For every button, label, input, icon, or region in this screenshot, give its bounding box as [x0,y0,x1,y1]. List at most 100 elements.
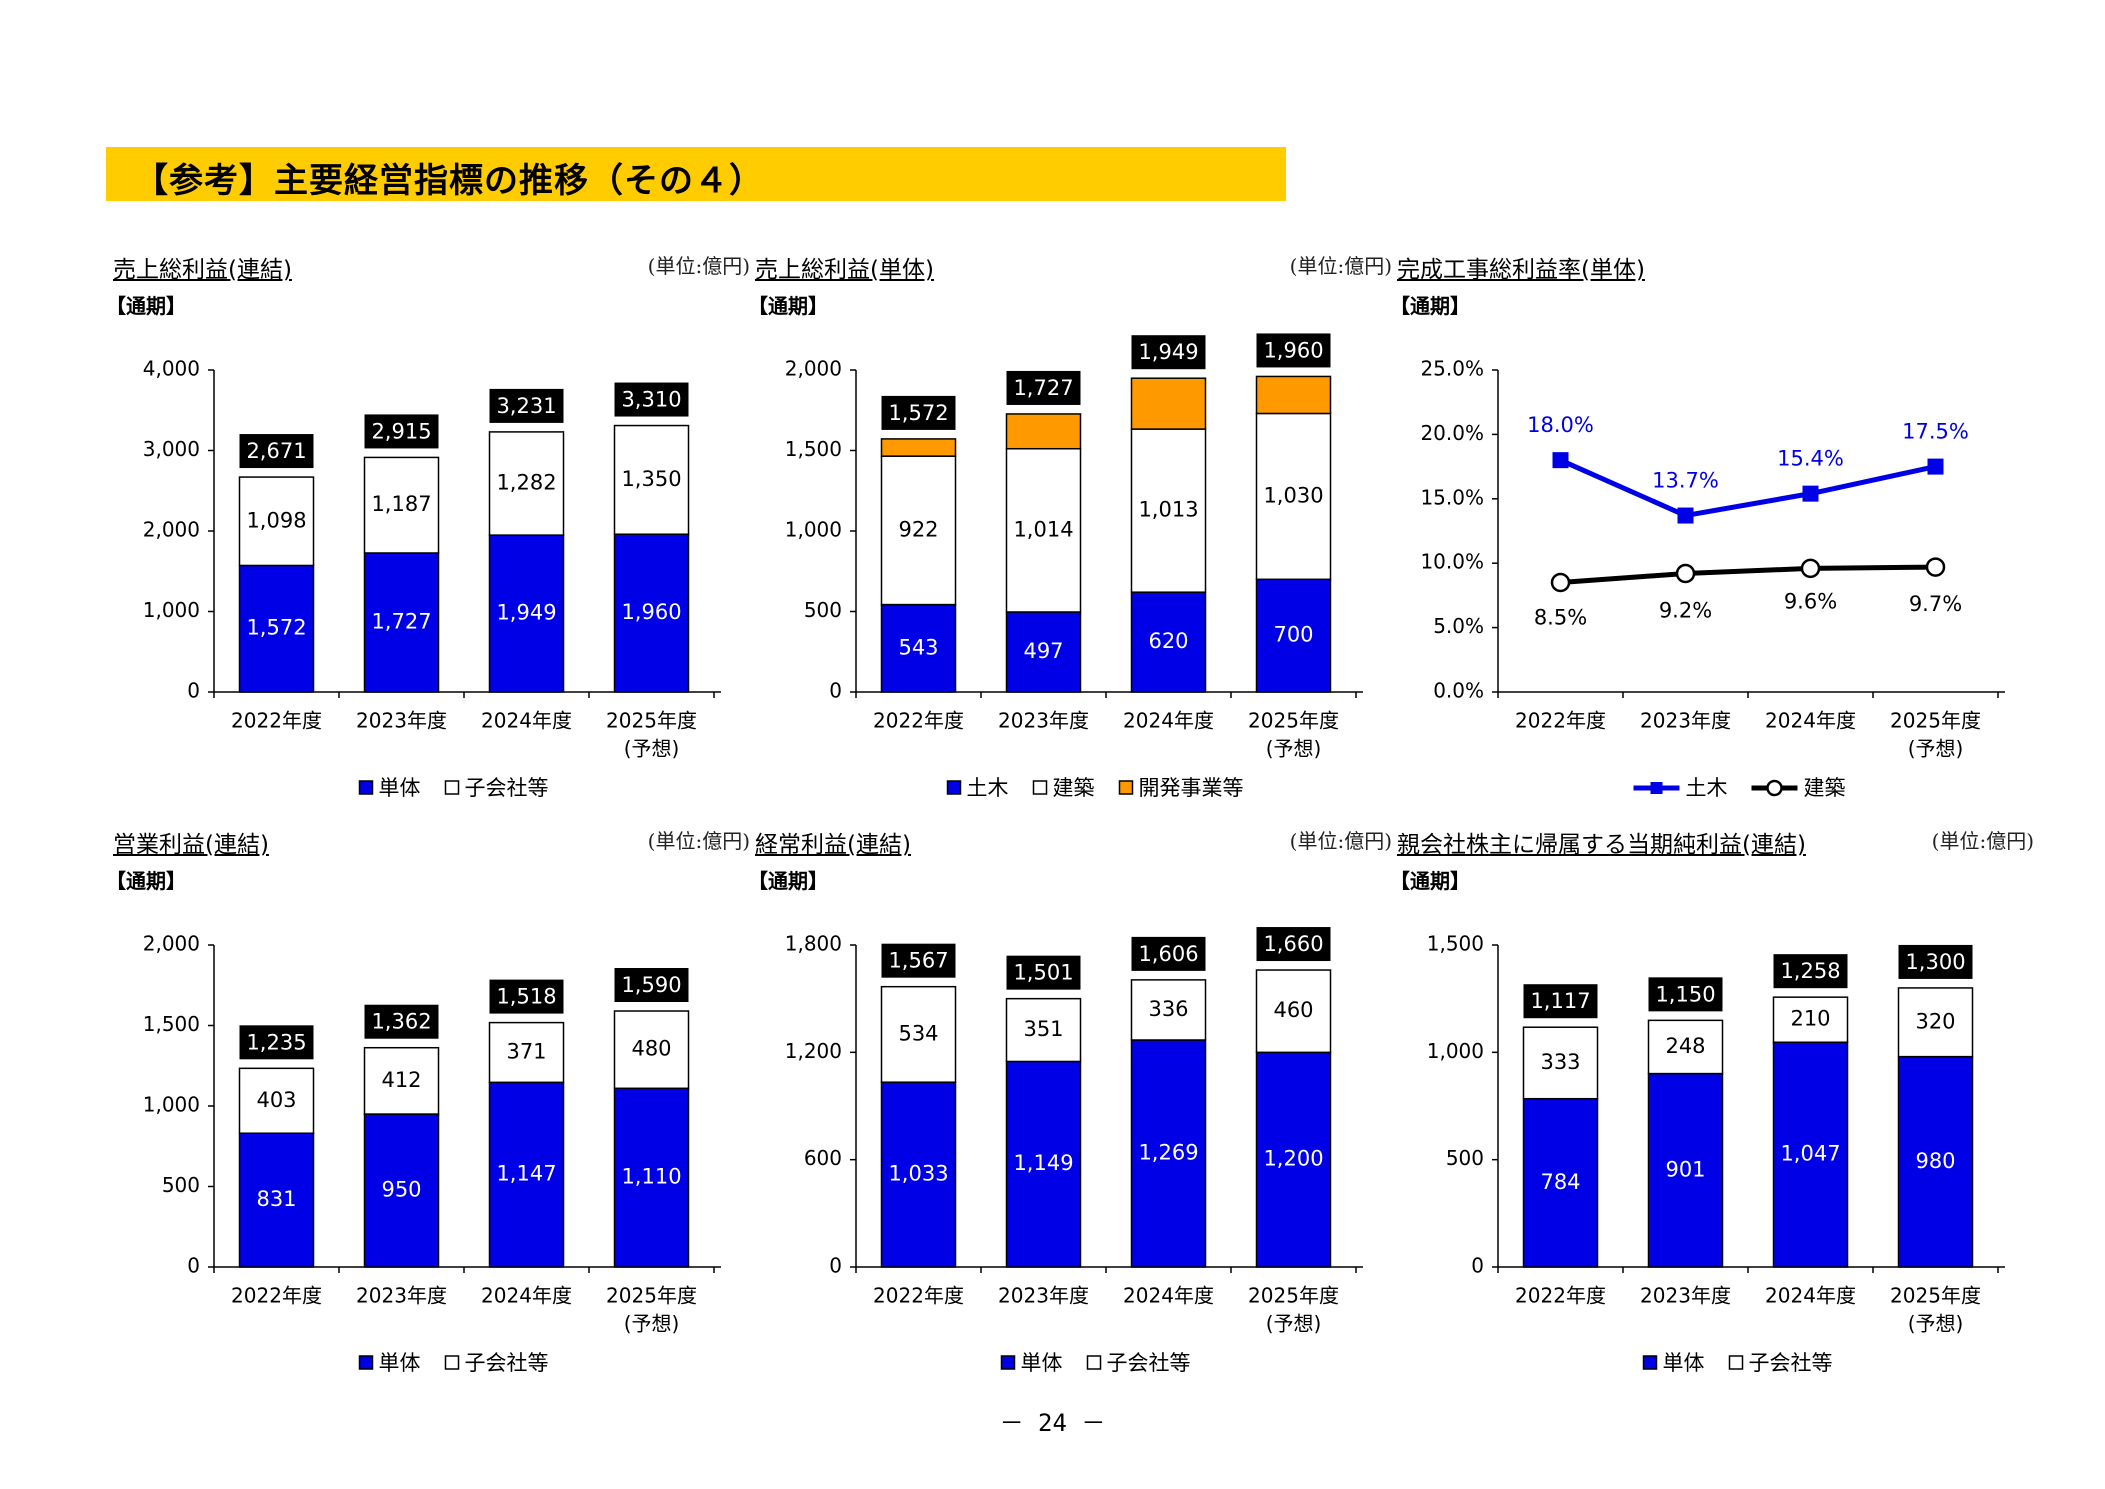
x-tick-label: 2024年度 [1765,709,1856,733]
legend-swatch [1000,1355,1016,1370]
data-label: 1,269 [1138,1140,1198,1164]
data-label: 9.7% [1909,592,1962,616]
chart-svg: 0.0% 5.0% 10.0% 15.0% 20.0% 25.0% 18.0% 13.7% 15… [1420,357,2005,800]
bar-segment [1005,447,1082,613]
bar-segment [1647,1072,1724,1268]
data-label: 497 [1023,639,1063,663]
x-tick-label: 2022年度 [231,709,322,733]
data-label: 784 [1540,1170,1580,1194]
y-tick-label: 5.0% [1433,614,1484,638]
bar-segment [1005,1060,1082,1268]
y-tick-label: 0 [829,1254,842,1278]
legend-label: 子会社等 [465,776,549,800]
data-label: 1,098 [246,508,306,532]
legend-swatch [1118,780,1134,795]
y-tick-label: 2,000 [143,518,200,542]
data-label: 460 [1273,998,1313,1022]
total-label: 1,235 [246,1030,306,1054]
x-tick-label: 2025年度 [1890,709,1981,733]
data-label: 1,149 [1013,1151,1073,1175]
legend-label: 開発事業等 [1139,776,1244,800]
data-label: 9.2% [1659,599,1712,623]
legend-label: 単体 [379,776,421,800]
bar-segment [1897,1055,1974,1268]
bar-segment [1130,377,1207,430]
bar-segment [488,534,565,693]
total-label: 1,660 [1263,932,1323,956]
total-label-box [614,968,689,1003]
data-label: 1,350 [621,467,681,491]
x-tick-label: 2023年度 [998,709,1089,733]
data-label: 248 [1665,1034,1705,1058]
data-label: 831 [256,1187,296,1211]
data-label: 403 [256,1088,296,1112]
data-point [1800,558,1821,579]
total-label: 2,915 [371,419,431,443]
y-tick-label: 500 [1446,1146,1484,1170]
legend-swatch [1086,1355,1102,1370]
legend-label: 子会社等 [465,1351,549,1375]
bar-segment [1005,611,1082,693]
total-label-box [364,1004,439,1039]
data-label: 1,147 [496,1162,556,1186]
data-point [1802,485,1819,502]
data-label: 1,572 [246,616,306,640]
bar-segment [488,1021,565,1084]
bar-segment [613,1010,690,1090]
total-label-box [1898,944,1973,979]
x-tick-label: 2024年度 [481,1284,572,1308]
series-line [1560,564,1936,586]
y-tick-label: 500 [162,1173,200,1197]
bar-segment [1005,413,1082,450]
data-label: 371 [506,1039,546,1063]
y-tick-label: 10.0% [1420,550,1484,574]
unit-label: (単位:億円) [647,254,750,278]
x-tick-label: (予想) [1266,737,1322,761]
y-tick-label: 3,000 [143,437,200,461]
y-tick-label: 1,000 [1427,1039,1484,1063]
total-label: 1,362 [371,1010,431,1034]
total-label-box [1006,955,1081,990]
legend-swatch [1728,1355,1744,1370]
panel-nonconsolidated-gross-profit: 売上総利益(単体) (単位:億円) 【通期】 0 500 1,000 1,500 2,0… [748,250,1408,810]
unit-label: (単位:億円) [1289,829,1392,853]
bar-segment [1255,412,1332,581]
x-tick-label: 2022年度 [873,709,964,733]
chart-svg: 0 600 1,200 1,800 1,033 534 1,567 1,149 351 1,501… [785,927,1363,1375]
y-tick-label: 1,500 [785,437,842,461]
x-tick-label: 2022年度 [231,1284,322,1308]
period-label: 【通期】 [106,294,186,318]
chart-svg: 0 1,000 2,000 3,000 4,000 1,572 1,098 2,671 1,72… [143,357,721,800]
period-label: 【通期】 [106,869,186,893]
y-tick-label: 0 [1471,1254,1484,1278]
bar-segment [238,564,315,693]
legend-swatch [1642,1355,1658,1370]
data-label: 1,949 [496,601,556,625]
chart-svg: 0 500 1,000 1,500 2,000 831 403 1,235 950 412 1,36… [143,932,721,1375]
period-label: 【通期】 [1390,869,1470,893]
page-title: 【参考】主要経営指標の推移（その４） [134,161,764,201]
x-tick-label: (予想) [1266,1312,1322,1336]
legend-label: 単体 [1021,1351,1063,1375]
data-label: 336 [1148,997,1188,1021]
panel-operating-income: 営業利益(連結) (単位:億円) 【通期】 0 500 1,000 1,500 2,00… [106,825,766,1385]
x-tick-label: 2022年度 [873,1284,964,1308]
total-label: 1,501 [1013,961,1073,985]
total-label-box [489,979,564,1014]
data-label: 1,047 [1780,1142,1840,1166]
x-tick-label: 2023年度 [356,1284,447,1308]
y-tick-label: 1,800 [785,932,842,956]
bar-segment [363,1046,440,1115]
period-label: 【通期】 [748,294,828,318]
bar-segment [1005,997,1082,1063]
data-label: 950 [381,1178,421,1202]
legend-marker [1766,779,1783,797]
y-tick-label: 2,000 [785,357,842,381]
chart-title: 売上総利益(単体) [755,257,934,283]
chart-svg: 0 500 1,000 1,500 784 333 1,117 901 248 1,150 1,04… [1427,932,2005,1375]
data-label: 543 [898,635,938,659]
legend-label: 子会社等 [1749,1351,1833,1375]
x-tick-label: 2025年度 [1248,709,1339,733]
data-point [1677,507,1694,524]
bar-segment [1255,375,1332,415]
